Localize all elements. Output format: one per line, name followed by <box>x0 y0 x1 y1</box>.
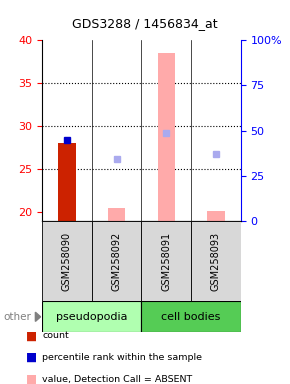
Bar <box>142 301 241 332</box>
Bar <box>108 208 125 221</box>
Bar <box>58 142 76 221</box>
Text: cell bodies: cell bodies <box>161 312 221 322</box>
Text: other: other <box>3 312 31 322</box>
Text: ■: ■ <box>26 329 37 343</box>
Bar <box>42 301 142 332</box>
Text: value, Detection Call = ABSENT: value, Detection Call = ABSENT <box>42 374 192 384</box>
Text: GSM258092: GSM258092 <box>112 232 122 291</box>
Text: ■: ■ <box>26 372 37 384</box>
Text: GSM258090: GSM258090 <box>62 232 72 291</box>
Text: GSM258091: GSM258091 <box>161 232 171 291</box>
Text: GSM258093: GSM258093 <box>211 232 221 291</box>
Text: GDS3288 / 1456834_at: GDS3288 / 1456834_at <box>72 17 218 30</box>
Bar <box>207 211 224 221</box>
Text: ■: ■ <box>26 351 37 364</box>
Bar <box>92 221 142 301</box>
Bar <box>142 221 191 301</box>
Text: percentile rank within the sample: percentile rank within the sample <box>42 353 202 362</box>
Bar <box>42 221 92 301</box>
Polygon shape <box>35 312 41 321</box>
Bar <box>157 53 175 221</box>
Bar <box>191 221 241 301</box>
Text: count: count <box>42 331 69 341</box>
Text: pseudopodia: pseudopodia <box>56 312 128 322</box>
